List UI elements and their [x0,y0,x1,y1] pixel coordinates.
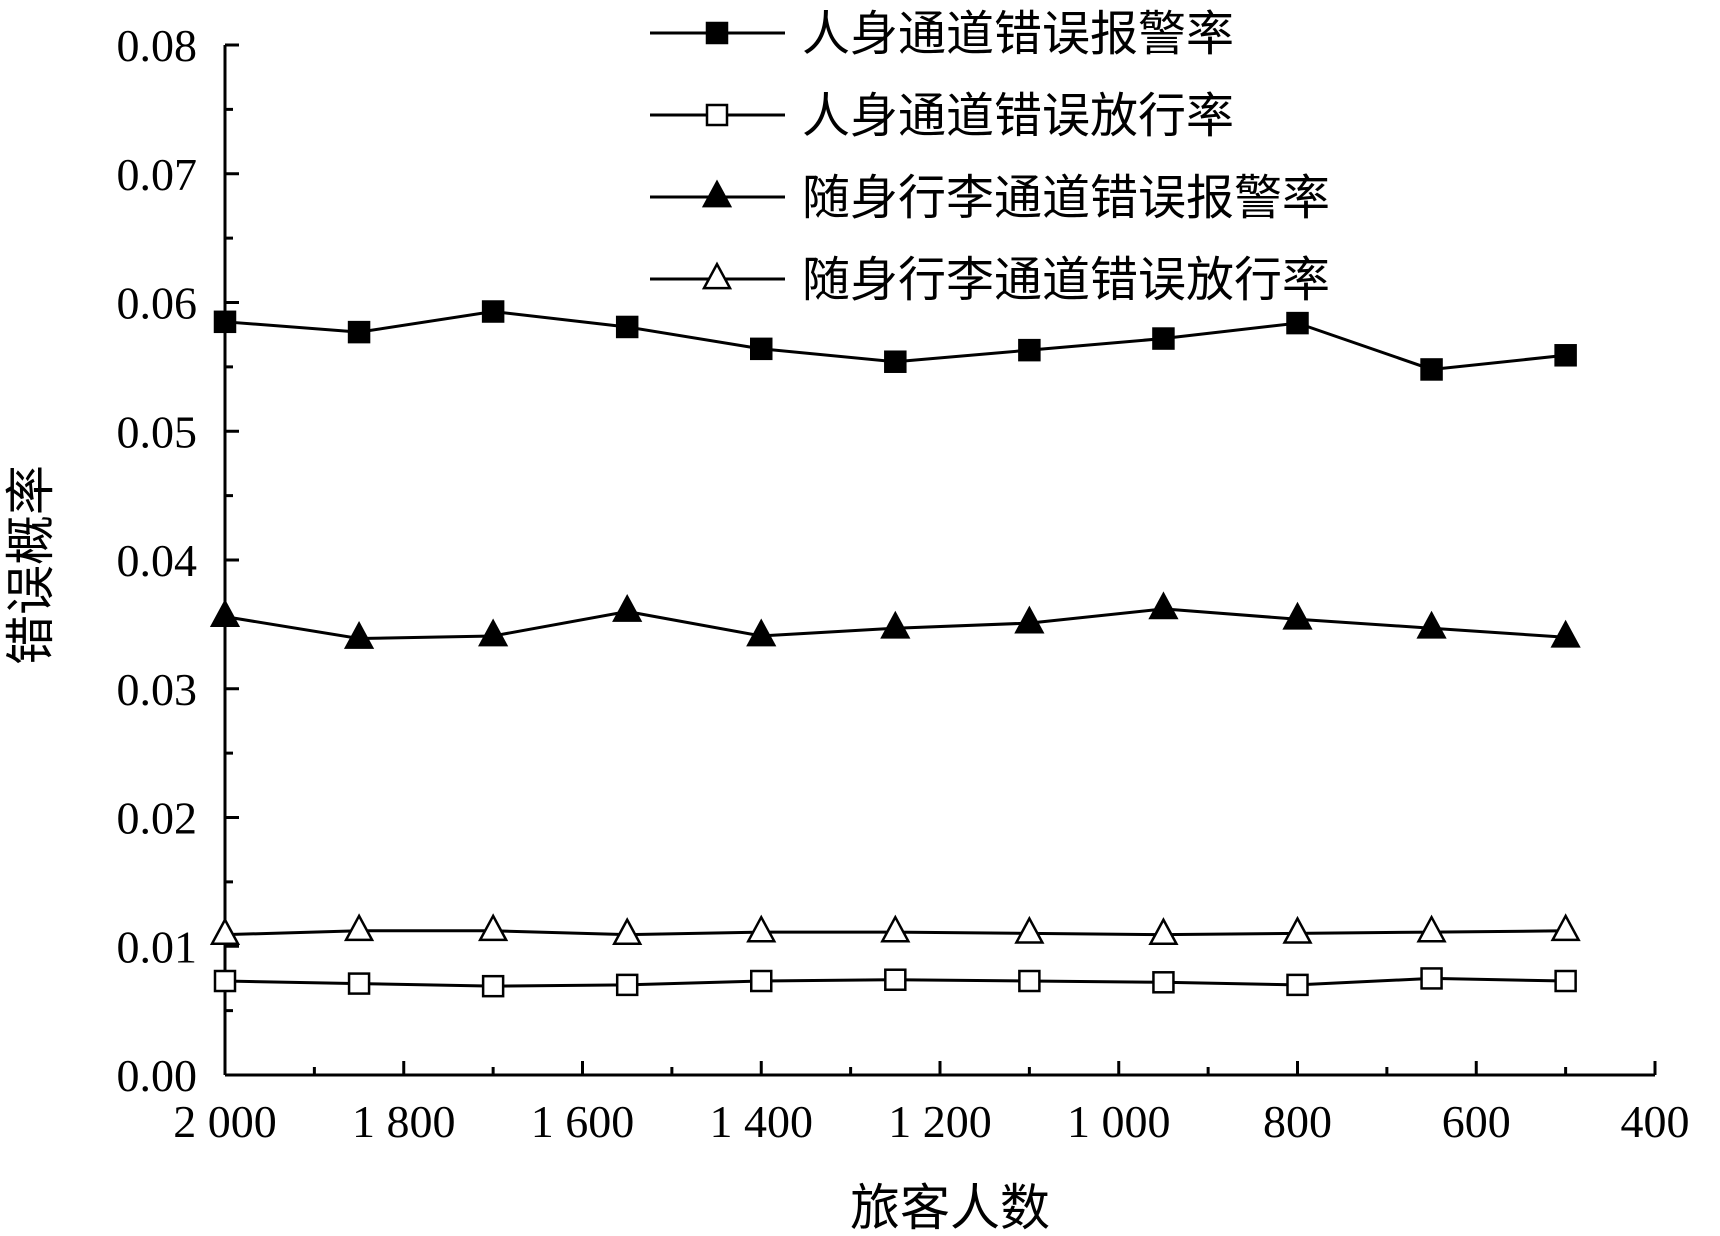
legend-marker [701,261,733,290]
data-point [1554,969,1577,993]
legend-label: 人身通道错误放行率 [802,88,1234,144]
data-point [1152,327,1175,350]
data-point [1416,914,1447,943]
data-point [1014,915,1045,944]
y-tick-label: 0.07 [117,149,198,200]
legend-label: 随身行李通道错误放行率 [802,252,1330,308]
data-point [209,917,241,946]
y-tick-label: 0.03 [117,664,198,715]
data-point [612,917,643,946]
data-point [750,337,773,361]
data-point [478,618,509,647]
data-point [1148,591,1179,620]
data-point [880,914,911,943]
data-point [481,974,505,998]
y-tick-label: 0.08 [117,20,198,71]
data-point [1018,338,1041,362]
series-layer [209,300,1581,998]
legend-item: 随身行李通道错误报警率 [650,170,1330,226]
data-point [880,610,911,639]
data-point [612,593,643,622]
series-3 [209,591,1581,649]
data-point [213,969,237,993]
x-tick-label: 1 800 [352,1096,456,1147]
series-4 [209,913,1581,946]
data-point [1286,973,1309,997]
data-point [615,973,639,997]
x-tick-label: 2 000 [173,1096,277,1147]
legend-marker [701,179,733,208]
x-tick-label: 1 600 [531,1096,635,1147]
data-point [1420,358,1443,381]
legend-item: 随身行李通道错误放行率 [650,252,1330,308]
series-1 [213,300,1577,381]
data-point [1286,311,1309,335]
legend-item: 人身通道错误放行率 [650,88,1234,144]
data-point [1282,915,1313,944]
data-point [481,300,505,323]
data-point [1014,605,1045,634]
data-point [1550,619,1581,648]
data-point [746,914,777,943]
data-point [347,320,371,344]
legend-item: 人身通道错误报警率 [650,6,1234,62]
data-point [615,315,639,339]
y-tick-label: 0.06 [117,278,198,329]
y-tick-label: 0.02 [117,793,198,844]
legend-label: 人身通道错误报警率 [802,6,1234,62]
data-point [1416,610,1447,639]
data-point [750,969,773,993]
x-axis-title: 旅客人数 [850,1179,1050,1236]
axes: 0.00 0.01 0.02 0.03 0.04 0.05 0.06 0.07 0.08 2 00… [117,20,1690,1147]
x-tick-label: 1 200 [888,1096,992,1147]
legend-marker [705,103,729,127]
data-point [884,968,907,991]
x-tick-label: 400 [1621,1096,1690,1147]
data-point [884,350,907,373]
x-tick-label: 800 [1263,1096,1332,1147]
data-point [478,913,509,942]
data-point [343,621,375,649]
y-axis-title: 错误概率 [2,465,60,665]
data-point [1148,917,1179,946]
data-point [1550,913,1581,942]
y-tick-label: 0.00 [117,1050,198,1101]
y-tick-label: 0.01 [117,921,198,972]
data-point [1554,344,1577,367]
series-2 [213,967,1577,998]
legend-label: 随身行李通道错误报警率 [802,170,1330,226]
data-point [1420,967,1443,990]
data-point [343,913,375,942]
data-point [746,618,777,647]
data-point [347,972,371,995]
data-point [1152,971,1175,994]
x-tick-label: 600 [1442,1096,1511,1147]
x-tick-label: 1 400 [710,1096,814,1147]
y-tick-label: 0.04 [117,535,198,586]
x-tick-label: 1 000 [1067,1096,1171,1147]
y-tick-label: 0.05 [117,406,198,457]
data-point [213,310,237,334]
legend-marker [705,21,729,45]
data-point [209,599,241,628]
data-point [1018,969,1041,993]
data-point [1282,601,1313,630]
